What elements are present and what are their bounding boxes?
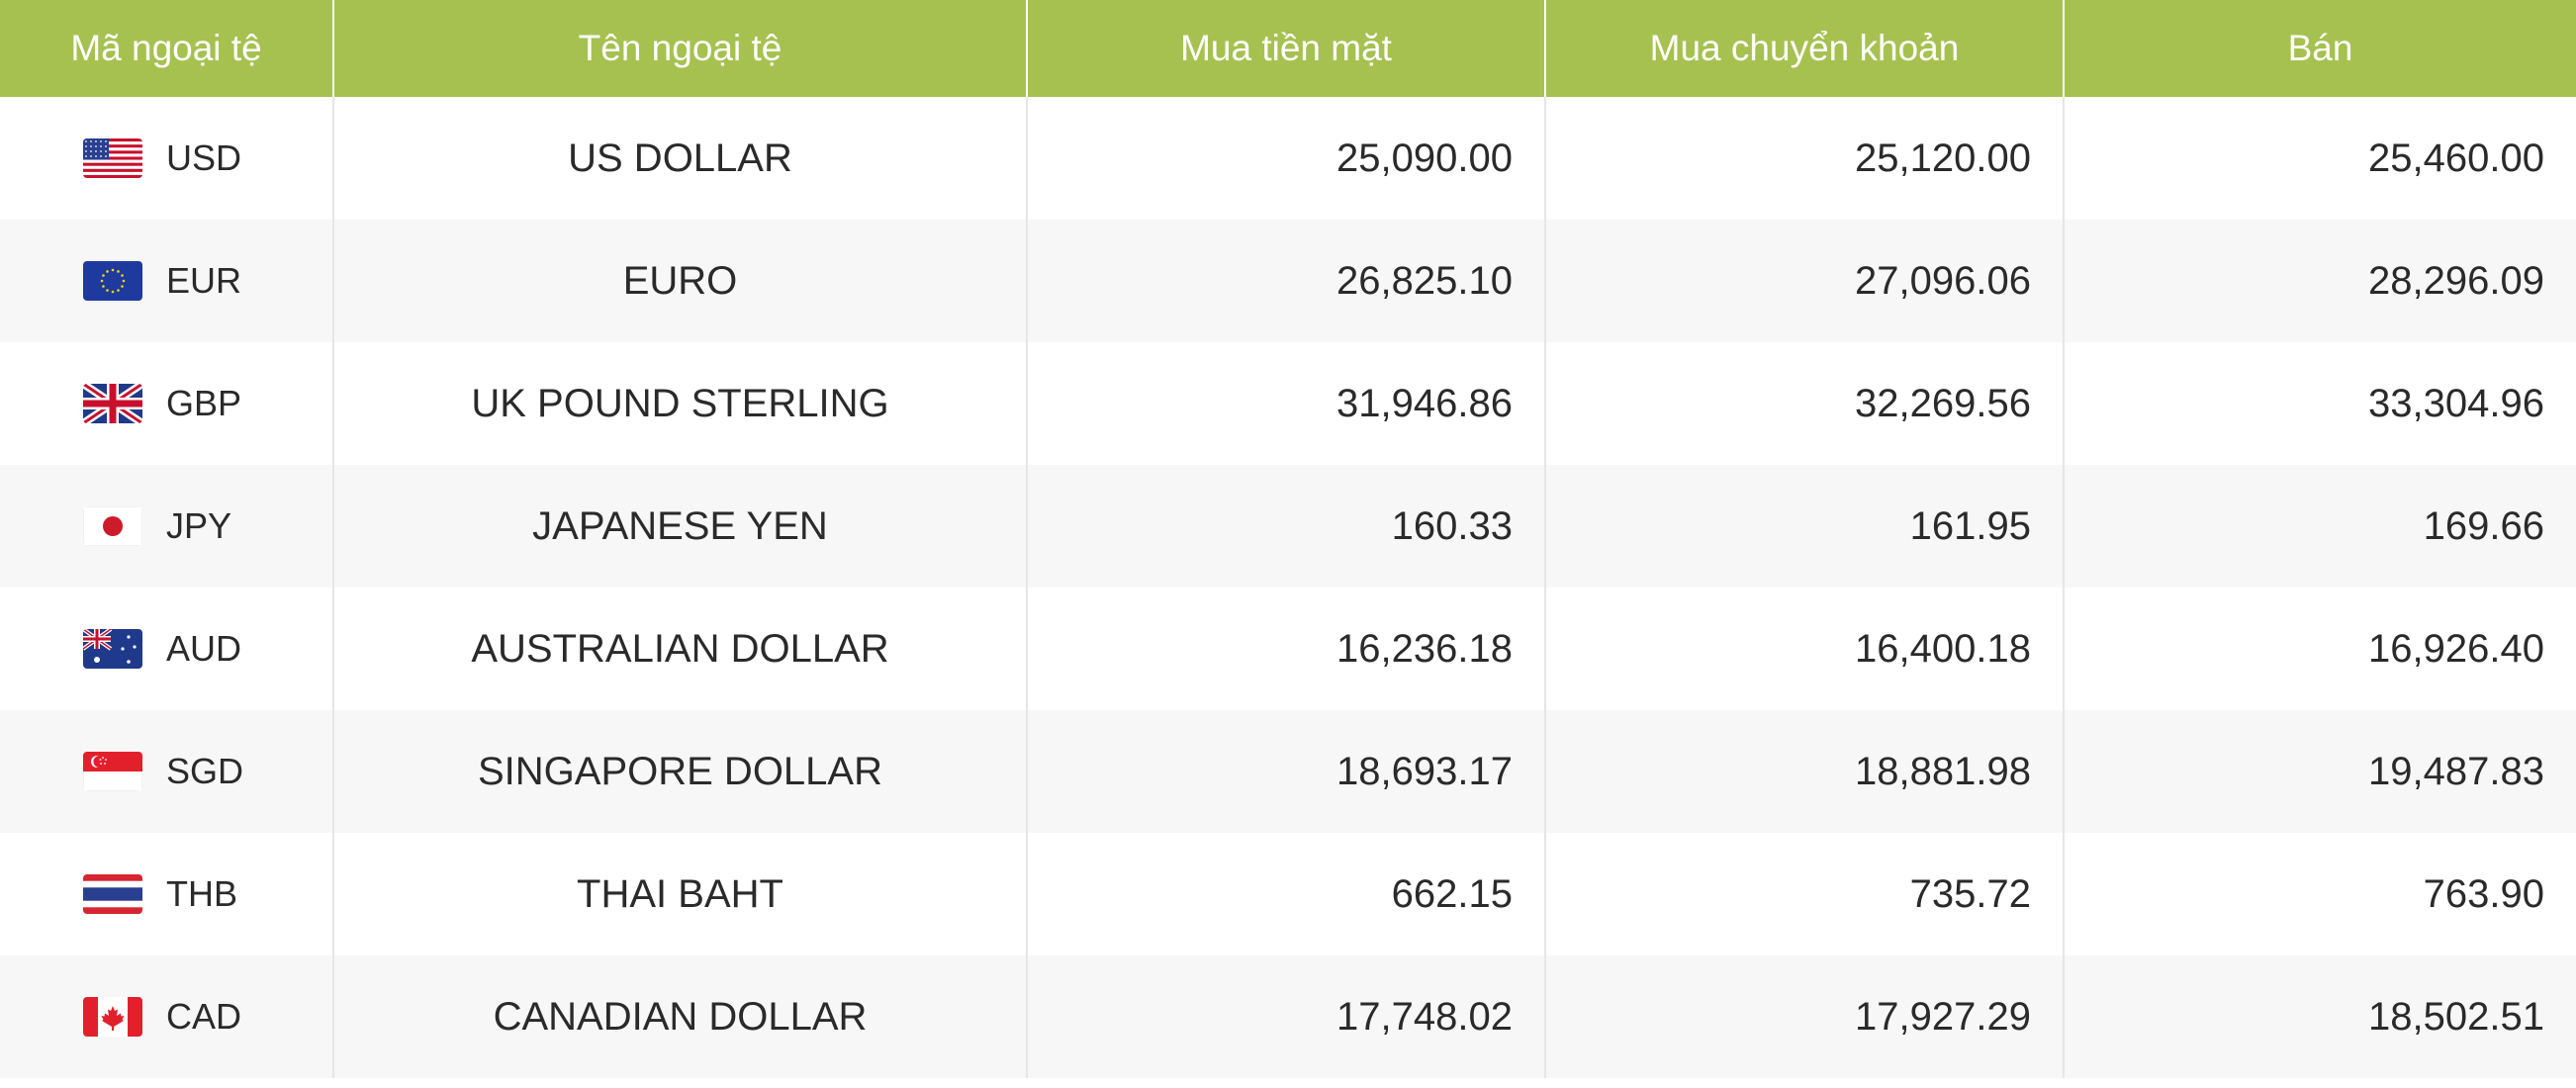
currency-code: SGD	[166, 751, 244, 791]
transfer-buy-rate: 27,096.06	[1544, 220, 2064, 342]
currency-code-cell: USD	[0, 97, 333, 220]
eu-flag-icon	[83, 261, 142, 301]
header-cash-buy: Mua tiền mặt	[1026, 0, 1545, 97]
currency-name: THAI BAHT	[332, 833, 1027, 955]
currency-code: EUR	[166, 260, 242, 301]
currency-name: US DOLLAR	[332, 97, 1027, 220]
table-row: USD US DOLLAR 25,090.00 25,120.00 25,460.00	[0, 97, 2576, 220]
currency-code: GBP	[166, 383, 242, 423]
table-row: GBP UK POUND STERLING 31,946.86 32,269.56 33…	[0, 342, 2576, 465]
currency-code-cell: CAD	[0, 955, 333, 1078]
currency-name: CANADIAN DOLLAR	[332, 955, 1027, 1078]
header-transfer-buy: Mua chuyển khoản	[1544, 0, 2064, 97]
currency-code-cell: SGD	[0, 710, 333, 833]
cash-buy-rate: 16,236.18	[1026, 588, 1545, 710]
sell-rate: 28,296.09	[2063, 220, 2576, 342]
header-sell: Bán	[2063, 0, 2576, 97]
currency-code-cell: THB	[0, 833, 333, 955]
table-row: CAD CANADIAN DOLLAR 17,748.02 17,927.29 18,5…	[0, 955, 2576, 1078]
table-row: AUD AUSTRALIAN DOLLAR 16,236.18 16,400.18 16…	[0, 588, 2576, 710]
ca-flag-icon	[83, 997, 142, 1037]
currency-code-cell: AUD	[0, 588, 333, 710]
jp-flag-icon	[83, 506, 142, 546]
currency-code-cell: GBP	[0, 342, 333, 465]
header-currency-code: Mã ngoại tệ	[70, 28, 262, 68]
th-flag-icon	[83, 874, 142, 914]
cash-buy-rate: 18,693.17	[1026, 710, 1545, 833]
cash-buy-rate: 25,090.00	[1026, 97, 1545, 220]
header-currency-name: Tên ngoại tệ	[332, 0, 1027, 97]
cash-buy-rate: 662.15	[1026, 833, 1545, 955]
currency-code-cell: EUR	[0, 220, 333, 342]
cash-buy-rate: 160.33	[1026, 465, 1545, 588]
currency-name: JAPANESE YEN	[332, 465, 1027, 588]
transfer-buy-rate: 32,269.56	[1544, 342, 2064, 465]
table-row: EUR EURO 26,825.10 27,096.06 28,296.09	[0, 220, 2576, 342]
table-row: THB THAI BAHT 662.15 735.72 763.90	[0, 833, 2576, 955]
cash-buy-rate: 31,946.86	[1026, 342, 1545, 465]
currency-code: JPY	[166, 505, 232, 546]
currency-code-cell: JPY	[0, 465, 333, 588]
sell-rate: 19,487.83	[2063, 710, 2576, 833]
currency-name: SINGAPORE DOLLAR	[332, 710, 1027, 833]
transfer-buy-rate: 16,400.18	[1544, 588, 2064, 710]
transfer-buy-rate: 17,927.29	[1544, 955, 2064, 1078]
cash-buy-rate: 26,825.10	[1026, 220, 1545, 342]
transfer-buy-rate: 18,881.98	[1544, 710, 2064, 833]
table-row: SGD SINGAPORE DOLLAR 18,693.17 18,881.98 19,…	[0, 710, 2576, 833]
currency-code: THB	[166, 873, 237, 914]
au-flag-icon	[83, 629, 142, 669]
sell-rate: 763.90	[2063, 833, 2576, 955]
sell-rate: 18,502.51	[2063, 955, 2576, 1078]
currency-name: UK POUND STERLING	[332, 342, 1027, 465]
currency-code: AUD	[166, 628, 242, 669]
transfer-buy-rate: 25,120.00	[1544, 97, 2064, 220]
sg-flag-icon	[83, 752, 142, 791]
sell-rate: 25,460.00	[2063, 97, 2576, 220]
sell-rate: 16,926.40	[2063, 588, 2576, 710]
transfer-buy-rate: 161.95	[1544, 465, 2064, 588]
currency-code: USD	[166, 137, 242, 178]
currency-code: CAD	[166, 996, 242, 1037]
cash-buy-rate: 17,748.02	[1026, 955, 1545, 1078]
sell-rate: 33,304.96	[2063, 342, 2576, 465]
us-flag-icon	[83, 138, 142, 178]
transfer-buy-rate: 735.72	[1544, 833, 2064, 955]
sell-rate: 169.66	[2063, 465, 2576, 588]
currency-name: AUSTRALIAN DOLLAR	[332, 588, 1027, 710]
table-header-row: Mã ngoại tệ Tên ngoại tệ Mua tiền mặt Mu…	[0, 0, 2576, 97]
table-row: JPY JAPANESE YEN 160.33 161.95 169.66	[0, 465, 2576, 588]
uk-flag-icon	[83, 384, 142, 423]
currency-name: EURO	[332, 220, 1027, 342]
